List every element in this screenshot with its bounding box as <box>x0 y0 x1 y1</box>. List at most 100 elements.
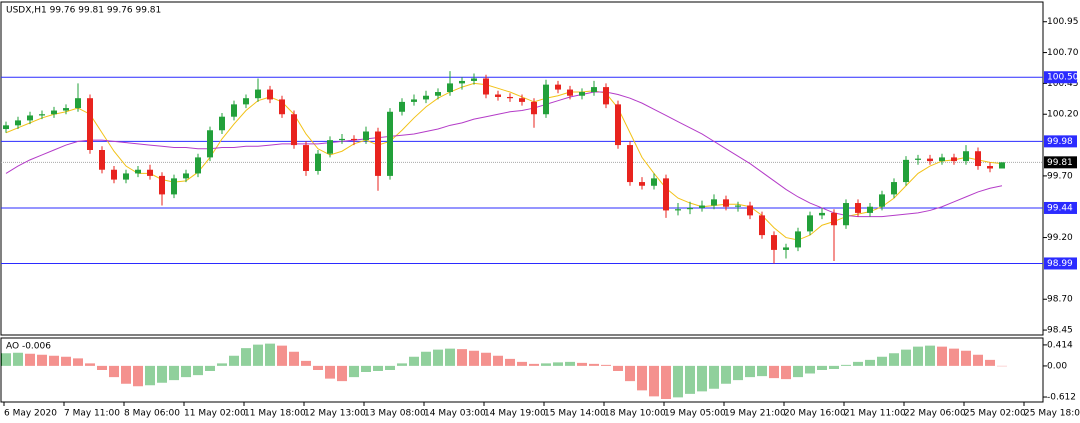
candle-body <box>63 108 69 111</box>
candle-body <box>555 84 561 90</box>
candle-body <box>279 99 285 115</box>
x-tick-label: 11 May 18:00 <box>244 409 306 419</box>
level-label: 99.44 <box>1047 203 1073 213</box>
candle-body <box>339 138 345 141</box>
x-tick-label: 6 May 2020 <box>4 409 57 419</box>
candle-body <box>75 98 81 109</box>
candle-body <box>627 145 633 183</box>
candle-body <box>771 235 777 250</box>
candle-body <box>663 178 669 211</box>
candle-body <box>891 182 897 195</box>
y-tick-label: 99.70 <box>1047 171 1073 181</box>
candle-body <box>807 215 813 232</box>
x-tick-label: 14 May 19:00 <box>484 409 546 419</box>
y-tick-label: 100.70 <box>1047 48 1079 58</box>
candle-body <box>207 130 213 158</box>
x-tick-label: 12 May 13:00 <box>304 409 366 419</box>
candle-body <box>255 89 261 99</box>
candle-body <box>855 203 861 213</box>
x-tick-label: 8 May 06:00 <box>124 409 180 419</box>
candle-body <box>951 157 957 162</box>
level-label-box <box>1044 71 1077 84</box>
candle-body <box>471 78 477 81</box>
candle-body <box>603 87 609 105</box>
candle-body <box>819 212 825 216</box>
candle-body <box>111 169 117 180</box>
candle-body <box>171 178 177 195</box>
y-tick-label: 99.20 <box>1047 233 1073 243</box>
candle-body <box>327 140 333 154</box>
level-label: 99.98 <box>1047 137 1073 147</box>
candle-body <box>291 114 297 146</box>
y-tick-label: 100.95 <box>1047 17 1079 27</box>
candle-body <box>219 116 225 131</box>
candle-body <box>903 159 909 183</box>
candle-body <box>435 92 441 96</box>
candle-body <box>447 83 453 93</box>
y-tick-label: 98.70 <box>1047 295 1073 305</box>
candle-body <box>3 125 9 130</box>
candle-body <box>519 98 525 102</box>
y-tick-label: 100.45 <box>1047 79 1079 89</box>
candle-body <box>483 78 489 95</box>
candle-body <box>927 158 933 162</box>
candle-body <box>867 206 873 213</box>
candle-body <box>315 153 321 171</box>
candle-body <box>759 215 765 236</box>
candle-body <box>591 87 597 93</box>
candle-body <box>51 110 57 115</box>
y-tick-label: 98.45 <box>1047 326 1073 336</box>
candle-body <box>699 205 705 208</box>
x-tick-label: 25 May 02:00 <box>964 409 1026 419</box>
candle-body <box>615 104 621 146</box>
x-tick-label: 22 May 06:00 <box>904 409 966 419</box>
candle-body <box>123 173 129 180</box>
candle-body <box>639 182 645 186</box>
x-tick-label: 21 May 11:00 <box>844 409 906 419</box>
candle-body <box>495 94 501 97</box>
candle-body <box>963 151 969 162</box>
ao-tick-label: 0.00 <box>1047 361 1067 371</box>
current-price-label: 99.81 <box>1047 158 1073 168</box>
x-tick-label: 15 May 14:00 <box>544 409 606 419</box>
candle-body <box>411 99 417 102</box>
x-tick-label: 18 May 10:00 <box>604 409 666 419</box>
candle-body <box>507 96 513 99</box>
candle-body <box>531 101 537 115</box>
candle-body <box>975 151 981 167</box>
candle-body <box>795 231 801 248</box>
candle-body <box>543 84 549 115</box>
candle-body <box>39 114 45 116</box>
candle-body <box>915 158 921 160</box>
candle-body <box>183 173 189 179</box>
candle-body <box>159 175 165 195</box>
x-tick-label: 25 May 18:00 <box>1024 409 1080 419</box>
candle-body <box>135 169 141 174</box>
candle-body <box>939 157 945 162</box>
y-tick-label: 100.20 <box>1047 110 1079 120</box>
candle-body <box>843 203 849 226</box>
x-tick-label: 20 May 16:00 <box>784 409 846 419</box>
x-tick-label: 7 May 11:00 <box>64 409 120 419</box>
candle-body <box>387 111 393 176</box>
candle-body <box>15 120 21 126</box>
candle-body <box>267 89 273 100</box>
x-tick-label: 14 May 03:00 <box>424 409 486 419</box>
x-tick-label: 19 May 21:00 <box>724 409 786 419</box>
level-label-box <box>1044 257 1077 270</box>
candle-body <box>879 194 885 207</box>
main-panel <box>0 1 1044 336</box>
ao-tick-label: -0.612 <box>1047 393 1076 403</box>
level-label: 100.50 <box>1047 73 1079 83</box>
candle-body <box>579 92 585 96</box>
candle-body <box>999 162 1005 169</box>
current-price-box <box>1044 156 1077 169</box>
chart-title: USDX,H1 99.76 99.81 99.76 99.81 <box>6 6 161 16</box>
candle-body <box>195 157 201 174</box>
candle-body <box>303 145 309 171</box>
candle-body <box>351 138 357 141</box>
level-label-box <box>1044 201 1077 214</box>
level-label-box <box>1044 135 1077 148</box>
candle-body <box>651 178 657 186</box>
